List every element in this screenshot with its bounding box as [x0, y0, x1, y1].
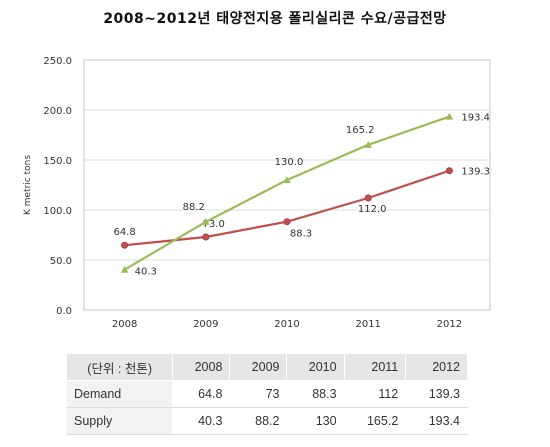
data-point-demand [121, 241, 129, 249]
data-label-supply: 40.3 [135, 267, 157, 278]
data-point-supply [202, 218, 210, 225]
data-label-demand: 139.3 [461, 167, 490, 178]
row-label: Demand [65, 380, 174, 408]
data-point-demand [202, 233, 210, 241]
y-tick-label: 0.0 [56, 306, 72, 317]
table-cell: 193.4 [405, 407, 468, 435]
data-table: (단위 : 천톤) 2008 2009 2010 2011 2012 Deman… [65, 353, 468, 435]
x-tick-label: 2009 [193, 319, 218, 330]
data-point-demand [364, 194, 372, 202]
chart-title: 2008~2012년 태양전지용 폴리실리콘 수요/공급전망 [103, 11, 447, 27]
row-label: Supply [65, 407, 174, 435]
col-header: 2010 [286, 353, 345, 381]
y-tick-label: 150.0 [43, 156, 72, 167]
x-tick-label: 2008 [112, 319, 137, 330]
y-tick-label: 50.0 [50, 256, 72, 267]
table-cell: 112 [343, 380, 407, 408]
table-cell: 130 [286, 407, 345, 435]
plot-area [83, 59, 491, 311]
table-cell: 88.3 [286, 380, 345, 408]
y-tick-label: 100.0 [43, 206, 72, 217]
line-chart: 0.0 50.0 100.0 150.0 200.0 250.0 2008 2009 2010 2… [23, 56, 491, 330]
data-label-demand: 64.8 [113, 227, 135, 238]
table-cell: 139.3 [405, 380, 468, 408]
col-header: 2011 [343, 353, 407, 381]
series-line-supply [124, 115, 450, 271]
col-header: 2009 [229, 353, 288, 381]
data-label-demand: 88.3 [290, 229, 312, 240]
table-row: Supply 40.3 88.2 130 165.2 193.4 [65, 407, 468, 435]
x-tick-label: 2010 [274, 319, 299, 330]
table-cell: 40.3 [172, 407, 231, 435]
data-point-demand [283, 218, 291, 226]
table-row: Demand 64.8 73 88.3 112 139.3 [65, 380, 468, 408]
data-point-supply [283, 176, 291, 184]
y-tick-label: 200.0 [43, 106, 72, 117]
table-cell: 64.8 [172, 380, 231, 408]
table-header-row: (단위 : 천톤) 2008 2009 2010 2011 2012 [65, 353, 468, 381]
table-cell: 165.2 [343, 407, 407, 435]
unit-header: (단위 : 천톤) [65, 353, 174, 381]
x-tick-label: 2012 [437, 319, 462, 330]
table-cell: 73 [229, 380, 288, 408]
data-label-demand: 112.0 [358, 204, 387, 215]
data-label-supply: 88.2 [183, 202, 205, 213]
y-axis-label: K metric tons [23, 155, 33, 215]
col-header: 2008 [172, 353, 231, 381]
y-tick-label: 250.0 [43, 56, 72, 67]
data-label-supply: 130.0 [275, 157, 304, 168]
table-cell: 88.2 [229, 407, 288, 435]
data-label-demand: 73.0 [203, 219, 225, 230]
data-point-supply [364, 141, 372, 148]
data-label-supply: 193.4 [461, 113, 490, 124]
data-point-supply [120, 265, 129, 273]
col-header: 2012 [405, 353, 468, 381]
data-point-supply [445, 112, 454, 120]
data-label-supply: 165.2 [346, 125, 375, 136]
data-point-demand [445, 167, 453, 175]
x-tick-label: 2011 [355, 319, 380, 330]
